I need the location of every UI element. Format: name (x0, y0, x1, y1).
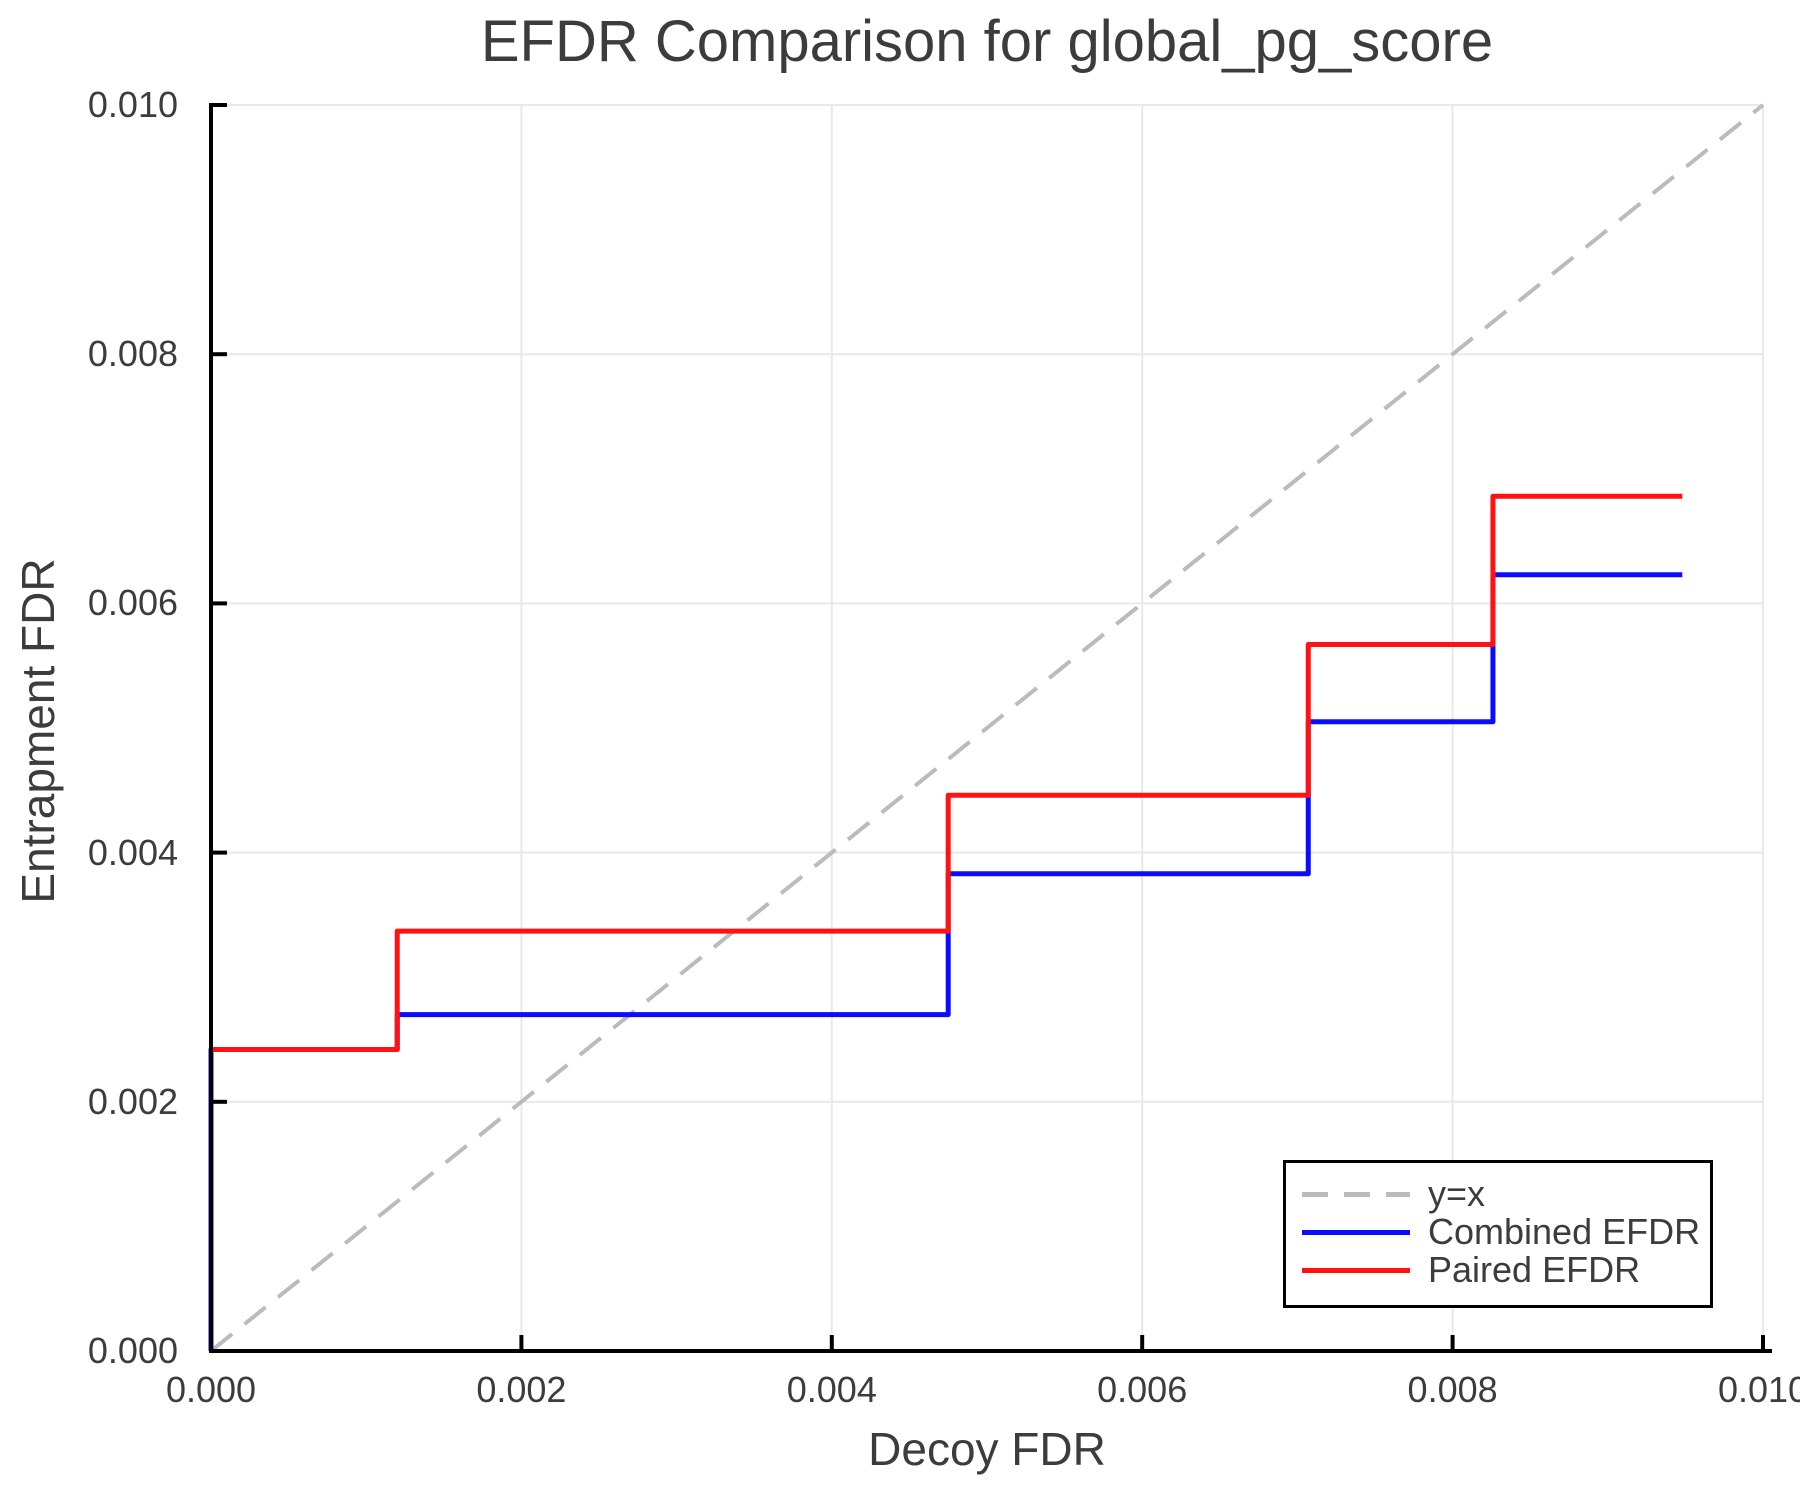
y-tick-label: 0.004 (87, 831, 178, 873)
series-paired-efdr (211, 493, 1683, 1052)
y-tick-label: 0.000 (87, 1330, 178, 1371)
legend-label-combined-efdr: Combined EFDR (1428, 1211, 1701, 1252)
chart-title: EFDR Comparison for global_pg_score (480, 9, 1494, 74)
y-tick-label: 0.006 (87, 582, 178, 624)
x-tick-label: 0.006 (1097, 1369, 1188, 1410)
y-tick-label: 0.010 (87, 84, 178, 125)
paired-efdr-line-swatch (1302, 1267, 1410, 1273)
dashed-line-swatch (1302, 1191, 1410, 1197)
x-axis-title: Decoy FDR (868, 1423, 1106, 1475)
x-tick-label: 0.010 (1717, 1369, 1800, 1410)
axes-spines (209, 103, 1772, 1353)
x-tick-label: 0.008 (1407, 1369, 1498, 1410)
combined-efdr-line-swatch (1302, 1229, 1410, 1235)
tick-marks (209, 103, 1765, 1353)
y-tick-label: 0.002 (87, 1080, 178, 1122)
legend-item-combined-efdr: Combined EFDR (1302, 1211, 1710, 1252)
x-tick-label: 0.004 (786, 1369, 877, 1410)
reference-line-y-equals-x (209, 103, 1765, 1353)
y-tick-label: 0.008 (87, 333, 178, 375)
legend-label-y-equals-x: y=x (1428, 1173, 1486, 1214)
legend-label-paired-efdr: Paired EFDR (1428, 1249, 1641, 1290)
x-tick-label: 0.000 (165, 1369, 257, 1410)
legend: y=x Combined EFDR Paired EFDR (1283, 1160, 1713, 1308)
legend-item-paired-efdr: Paired EFDR (1302, 1249, 1710, 1290)
legend-item-y-equals-x: y=x (1302, 1173, 1710, 1214)
x-tick-label: 0.002 (476, 1369, 567, 1410)
